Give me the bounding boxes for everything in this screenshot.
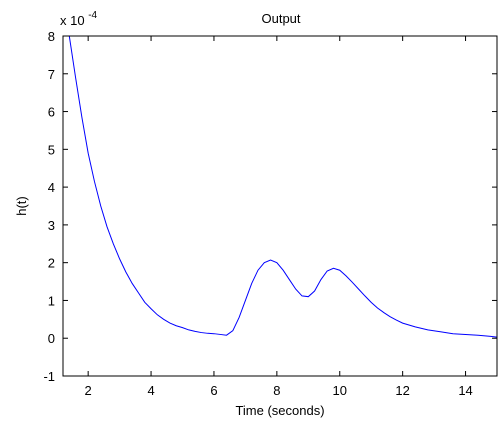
y-scale-multiplier-base: x 10	[60, 13, 85, 28]
y-tick-label: 7	[48, 67, 55, 82]
chart-title: Output	[261, 11, 300, 26]
x-tick-label: 12	[395, 383, 409, 398]
x-tick-label: 14	[458, 383, 472, 398]
x-axis-label: Time (seconds)	[235, 403, 324, 418]
plot-frame	[62, 35, 498, 377]
y-tick-label: 3	[48, 218, 55, 233]
x-tick-label: 10	[333, 383, 347, 398]
series-line	[63, 36, 497, 338]
y-tick-label: 4	[48, 180, 55, 195]
y-scale-multiplier-exponent: -4	[88, 10, 97, 21]
y-axis-label: h(t)	[14, 196, 29, 216]
y-tick-label: -1	[43, 369, 55, 384]
y-tick-label: 1	[48, 293, 55, 308]
y-scale-multiplier: x 10 -4	[60, 10, 98, 28]
y-tick-label: 5	[48, 142, 55, 157]
y-tick-label: 8	[48, 29, 55, 44]
x-tick-label: 8	[273, 383, 280, 398]
y-tick-label: 6	[48, 105, 55, 120]
y-tick-label: 0	[48, 331, 55, 346]
y-tick-label: 2	[48, 256, 55, 271]
x-tick-label: 4	[147, 383, 154, 398]
x-tick-label: 2	[85, 383, 92, 398]
axis-ticks	[63, 35, 497, 377]
x-tick-label: 6	[210, 383, 217, 398]
